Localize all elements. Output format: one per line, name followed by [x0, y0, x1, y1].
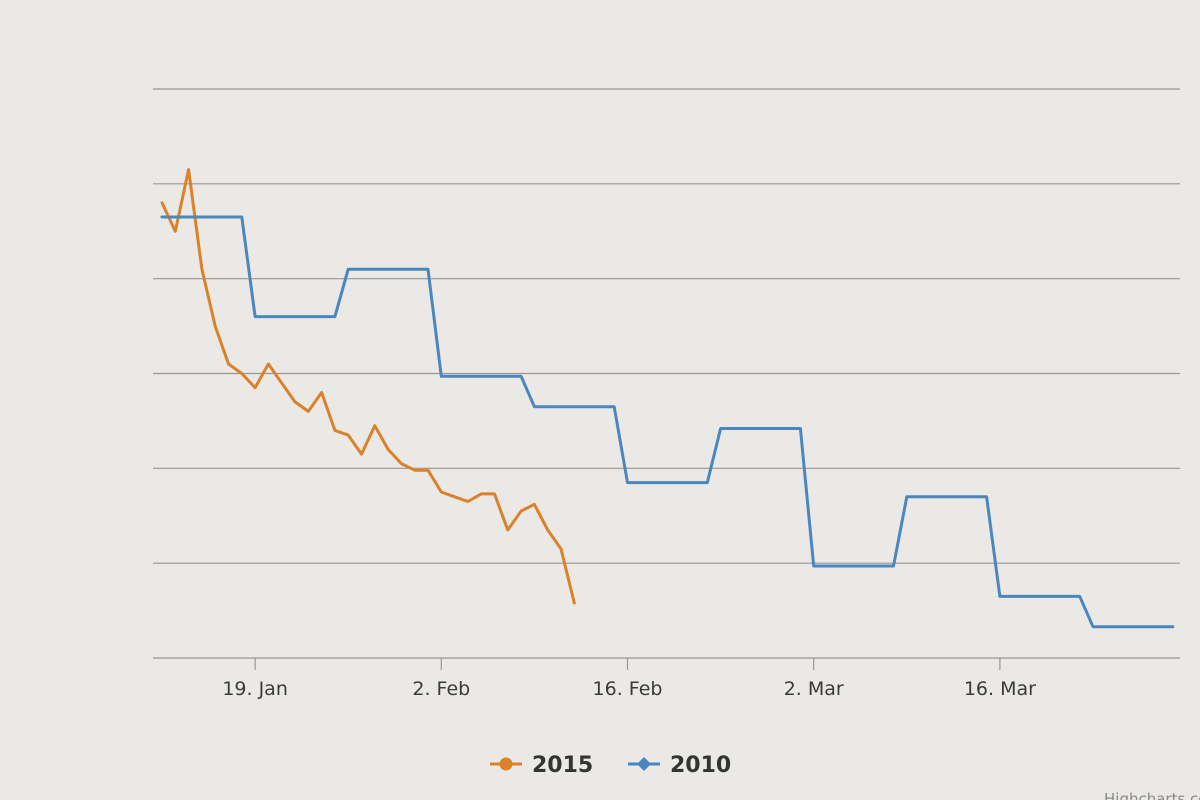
- data-point-2015[interactable]: [369, 420, 381, 432]
- data-point-2015[interactable]: [409, 464, 421, 476]
- data-point-2010[interactable]: [329, 311, 341, 323]
- data-point-2015[interactable]: [462, 496, 474, 508]
- data-point-2010[interactable]: [156, 211, 168, 223]
- data-point-2015[interactable]: [156, 197, 168, 209]
- data-point-2015[interactable]: [555, 543, 567, 555]
- data-point-2010[interactable]: [981, 491, 993, 503]
- data-point-2015[interactable]: [489, 488, 501, 500]
- data-point-2010[interactable]: [994, 590, 1006, 602]
- credits-label[interactable]: Highcharts.com: [1104, 790, 1200, 800]
- legend-diamond-marker: [637, 757, 651, 771]
- data-point-2015[interactable]: [449, 491, 461, 503]
- data-point-2015[interactable]: [422, 464, 434, 476]
- data-point-2015[interactable]: [329, 424, 341, 436]
- x-tick-label: 19. Jan: [222, 678, 288, 700]
- data-point-2015[interactable]: [249, 382, 261, 394]
- data-point-2010[interactable]: [715, 423, 727, 435]
- legend-item-2010[interactable]: 2010: [628, 753, 731, 778]
- data-point-2015[interactable]: [169, 225, 181, 237]
- data-point-2010[interactable]: [1074, 590, 1086, 602]
- data-point-2015[interactable]: [395, 458, 407, 470]
- data-point-2015[interactable]: [342, 429, 354, 441]
- data-point-2015[interactable]: [196, 263, 208, 275]
- data-point-2010[interactable]: [515, 370, 527, 382]
- data-point-2015[interactable]: [236, 368, 248, 380]
- data-point-2015[interactable]: [528, 498, 540, 510]
- data-point-2010[interactable]: [249, 311, 261, 323]
- data-point-2010[interactable]: [622, 477, 634, 489]
- x-tick-label: 2. Mar: [784, 678, 844, 700]
- data-point-2010[interactable]: [1087, 621, 1099, 633]
- data-point-2015[interactable]: [502, 524, 514, 536]
- data-point-2010[interactable]: [342, 263, 354, 275]
- data-point-2015[interactable]: [542, 524, 554, 536]
- data-point-2015[interactable]: [276, 377, 288, 389]
- legend-item-2015[interactable]: 2015: [490, 753, 593, 778]
- data-point-2010[interactable]: [528, 401, 540, 413]
- x-tick-label: 16. Feb: [593, 678, 663, 700]
- data-point-2010[interactable]: [422, 263, 434, 275]
- series-line-2010[interactable]: [160, 215, 1175, 629]
- data-point-2015[interactable]: [515, 505, 527, 517]
- data-point-2015[interactable]: [475, 488, 487, 500]
- data-point-2015[interactable]: [183, 164, 195, 176]
- legend: 2015 2010: [490, 753, 731, 778]
- x-axis: 19. Jan 2. Feb 16. Feb 2. Mar 16. Mar: [153, 657, 1180, 700]
- data-point-2015[interactable]: [209, 320, 221, 332]
- x-tick-label: 2. Feb: [412, 678, 470, 700]
- legend-label: 2010: [670, 753, 731, 778]
- series-lines: [156, 164, 1179, 633]
- data-point-2010[interactable]: [608, 401, 620, 413]
- legend-label: 2015: [532, 753, 593, 778]
- data-point-2010[interactable]: [236, 211, 248, 223]
- data-point-2010[interactable]: [794, 423, 806, 435]
- data-point-2015[interactable]: [316, 387, 328, 399]
- data-point-2015[interactable]: [289, 396, 301, 408]
- y-gridlines: [153, 88, 1180, 564]
- data-point-2015[interactable]: [435, 486, 447, 498]
- data-point-2015[interactable]: [302, 405, 314, 417]
- data-point-2010[interactable]: [888, 560, 900, 572]
- data-point-2010[interactable]: [701, 477, 713, 489]
- series-line-2015[interactable]: [160, 168, 576, 605]
- data-point-2010[interactable]: [1167, 621, 1179, 633]
- legend-circle-marker: [499, 757, 513, 771]
- data-point-2010[interactable]: [435, 370, 447, 382]
- data-point-2010[interactable]: [901, 491, 913, 503]
- data-point-2015[interactable]: [356, 448, 368, 460]
- data-point-2015[interactable]: [262, 358, 274, 370]
- data-point-2015[interactable]: [382, 443, 394, 455]
- x-tick-label: 16. Mar: [964, 678, 1036, 700]
- data-point-2015[interactable]: [568, 597, 580, 609]
- data-point-2015[interactable]: [223, 358, 235, 370]
- data-point-2010[interactable]: [808, 560, 820, 572]
